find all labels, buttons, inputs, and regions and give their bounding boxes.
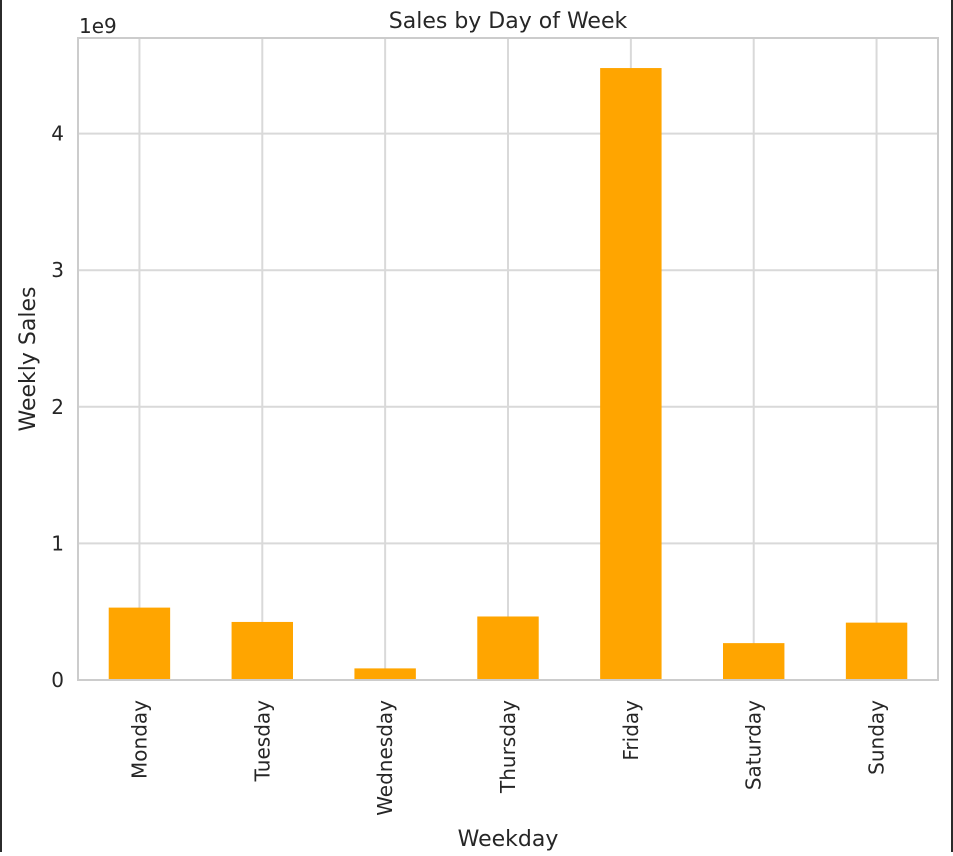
bar-thursday: [477, 616, 539, 680]
x-tick-labels: Monday Tuesday Wednesday Thursday Friday Satu…: [127, 700, 888, 816]
chart-title: Sales by Day of Week: [389, 9, 628, 34]
bar-friday: [600, 68, 662, 680]
y-tick-labels: 0 1 2 3 4: [51, 122, 64, 692]
y-tick-label: 4: [51, 122, 64, 146]
y-tick-label: 3: [51, 258, 64, 282]
y-tick-label: 2: [51, 395, 64, 419]
x-tick-label: Friday: [619, 700, 643, 761]
x-axis-label: Weekday: [458, 827, 559, 852]
x-tick-label: Monday: [127, 700, 151, 779]
y-axis-label: Weekly Sales: [16, 287, 41, 432]
bar-saturday: [723, 643, 785, 680]
x-tick-label: Thursday: [496, 700, 520, 794]
bar-tuesday: [231, 621, 293, 680]
grid-layer: [78, 38, 938, 681]
x-tick-label: Saturday: [742, 700, 766, 790]
y-tick-label: 1: [51, 531, 64, 555]
plot-border: [77, 37, 939, 681]
bar-monday: [108, 607, 171, 680]
bar-sunday: [845, 622, 908, 680]
bars-layer: [108, 68, 908, 680]
bar-wednesday: [354, 668, 416, 680]
x-tick-label: Tuesday: [250, 700, 274, 783]
y-axis-offset-label: 1e9: [79, 14, 117, 38]
x-tick-label: Wednesday: [373, 700, 397, 816]
x-tick-label: Sunday: [865, 700, 889, 775]
y-tick-label: 0: [51, 668, 64, 692]
